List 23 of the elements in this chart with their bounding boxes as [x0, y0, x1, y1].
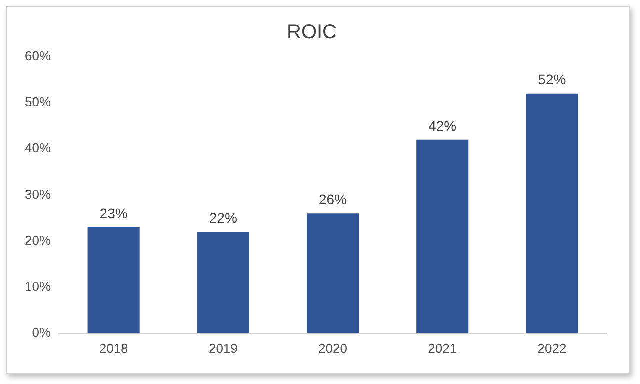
bar: [88, 227, 140, 334]
x-tick-label: 2020: [318, 340, 348, 356]
data-label: 42%: [428, 118, 457, 134]
chart-title: ROIC: [287, 22, 337, 44]
x-tick-label: 2022: [538, 340, 567, 356]
bar: [197, 232, 250, 334]
y-tick-label: 20%: [24, 232, 52, 248]
x-tick-label: 2021: [428, 340, 458, 356]
data-label: 26%: [318, 191, 348, 208]
y-tick-label: 50%: [24, 94, 52, 110]
data-label: 52%: [538, 72, 566, 88]
y-tick-label: 10%: [24, 278, 52, 294]
data-label: 23%: [100, 205, 128, 222]
y-tick-label: 0%: [32, 324, 52, 340]
y-tick-label: 40%: [24, 140, 52, 156]
x-tick-label: 2018: [99, 340, 128, 356]
x-tick-label: 2019: [208, 340, 238, 356]
bar: [416, 140, 469, 334]
y-tick-label: 60%: [24, 48, 52, 64]
bar: [306, 214, 360, 334]
bar: [526, 94, 578, 334]
y-tick-label: 30%: [24, 186, 52, 202]
data-label: 22%: [209, 210, 238, 226]
